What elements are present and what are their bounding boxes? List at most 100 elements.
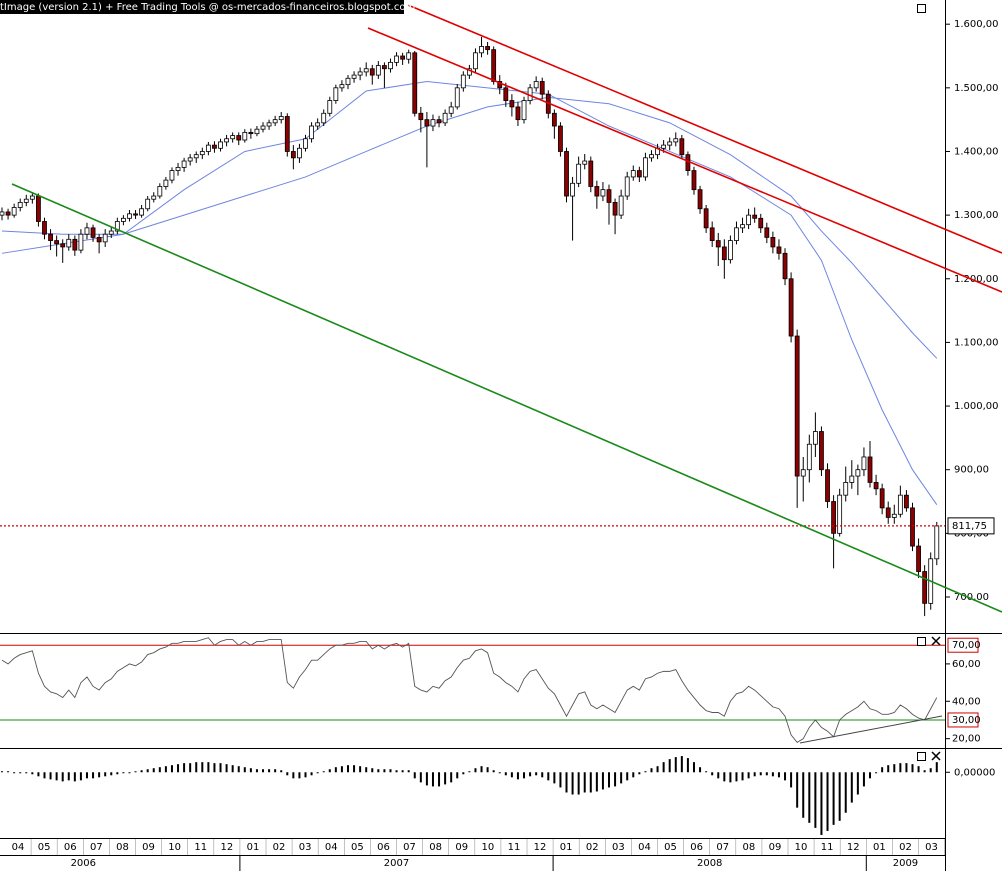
macd-bar (711, 772, 714, 776)
macd-bar (7, 771, 10, 773)
candle-body (254, 128, 260, 135)
channel-line (367, 27, 1002, 293)
candle-body (624, 176, 630, 197)
month-label: 06 (377, 842, 390, 853)
macd-bar (92, 772, 95, 779)
macd-bar (735, 772, 738, 782)
macd-bar (13, 772, 16, 774)
macd-bar (104, 772, 107, 777)
month-label: 04 (12, 842, 25, 853)
candle-body (618, 195, 624, 216)
close-icon[interactable] (931, 751, 941, 761)
candle-body (375, 65, 381, 76)
macd-bar (547, 772, 550, 781)
macd-bar (219, 763, 222, 773)
candle-body (485, 46, 491, 51)
year-label: 2009 (893, 858, 918, 869)
candle-body (36, 195, 41, 222)
macd-bar (638, 772, 641, 775)
macd-bar (67, 772, 70, 781)
candle-body (266, 122, 272, 127)
candle-body (430, 119, 436, 127)
candle-body (916, 545, 921, 572)
month-label: 10 (168, 842, 181, 853)
month-label: 04 (325, 842, 338, 853)
rsi-line (1, 637, 938, 743)
candle-body (861, 456, 867, 471)
candle-body (412, 52, 418, 114)
candle-body (794, 335, 800, 477)
month-label: 10 (481, 842, 494, 853)
macd-bar (656, 766, 659, 773)
macd-bar (274, 769, 277, 773)
candle-body (60, 243, 66, 248)
month-label: 01 (247, 842, 260, 853)
macd-bar (826, 772, 829, 831)
month-label: 07 (716, 842, 729, 853)
macd-bar (298, 772, 301, 779)
macd-bar (480, 766, 483, 773)
macd-bar (777, 772, 780, 778)
macd-bar (862, 772, 865, 787)
macd-bar (620, 772, 623, 784)
candle-body (709, 227, 715, 241)
month-label: 01 (873, 842, 886, 853)
macd-bar (189, 763, 192, 773)
candle-body (357, 71, 363, 76)
macd-bar (935, 762, 938, 773)
macd-bar (419, 772, 422, 783)
month-label: 03 (925, 842, 938, 853)
macd-bar (699, 767, 702, 773)
month-label: 02 (899, 842, 912, 853)
candle-body (800, 469, 806, 477)
month-label: 08 (429, 842, 442, 853)
candle-body (145, 198, 151, 210)
macd-bar (583, 772, 586, 793)
macd-bar (328, 769, 331, 773)
candle-body (825, 469, 830, 502)
candle-body (309, 125, 314, 140)
candle-body (169, 170, 175, 181)
support-line (11, 183, 1002, 613)
month-label: 06 (690, 842, 703, 853)
macd-bar (723, 772, 726, 782)
candle-body (843, 482, 849, 496)
macd-bar (614, 772, 617, 787)
maximize-icon[interactable] (917, 637, 926, 646)
candle-body (5, 211, 11, 216)
candle-body (885, 507, 891, 518)
macd-bar (334, 767, 337, 773)
y-tick-label: 1.000,00 (954, 401, 999, 412)
macd-bar (371, 768, 374, 773)
candle-body (321, 112, 327, 124)
macd-bar (73, 772, 76, 782)
month-label: 11 (508, 842, 521, 853)
macd-bar (850, 772, 853, 803)
candle-body (248, 131, 254, 135)
macd-bar (747, 772, 750, 779)
candle-body (897, 494, 903, 515)
candle-body (339, 84, 345, 89)
close-icon[interactable] (931, 636, 941, 646)
macd-bar (468, 771, 471, 773)
maximize-icon[interactable] (917, 752, 926, 761)
candle-body (473, 52, 478, 70)
macd-bar (183, 763, 186, 773)
candle-body (157, 186, 163, 197)
candle-body (770, 236, 776, 248)
macd-bar (717, 772, 720, 779)
macd-bar (177, 764, 180, 773)
candle-body (29, 195, 35, 200)
candle-body (218, 141, 223, 149)
candle-body (819, 431, 824, 471)
maximize-icon[interactable] (917, 4, 926, 13)
macd-bar (820, 772, 823, 835)
candle-body (539, 81, 545, 95)
month-label: 09 (455, 842, 468, 853)
macd-bar (268, 769, 271, 773)
macd-bar (43, 772, 46, 779)
chart-title: tImage (version 2.1) + Free Trading Tool… (0, 2, 415, 13)
macd-bar (79, 772, 82, 781)
macd-bar (541, 772, 544, 778)
